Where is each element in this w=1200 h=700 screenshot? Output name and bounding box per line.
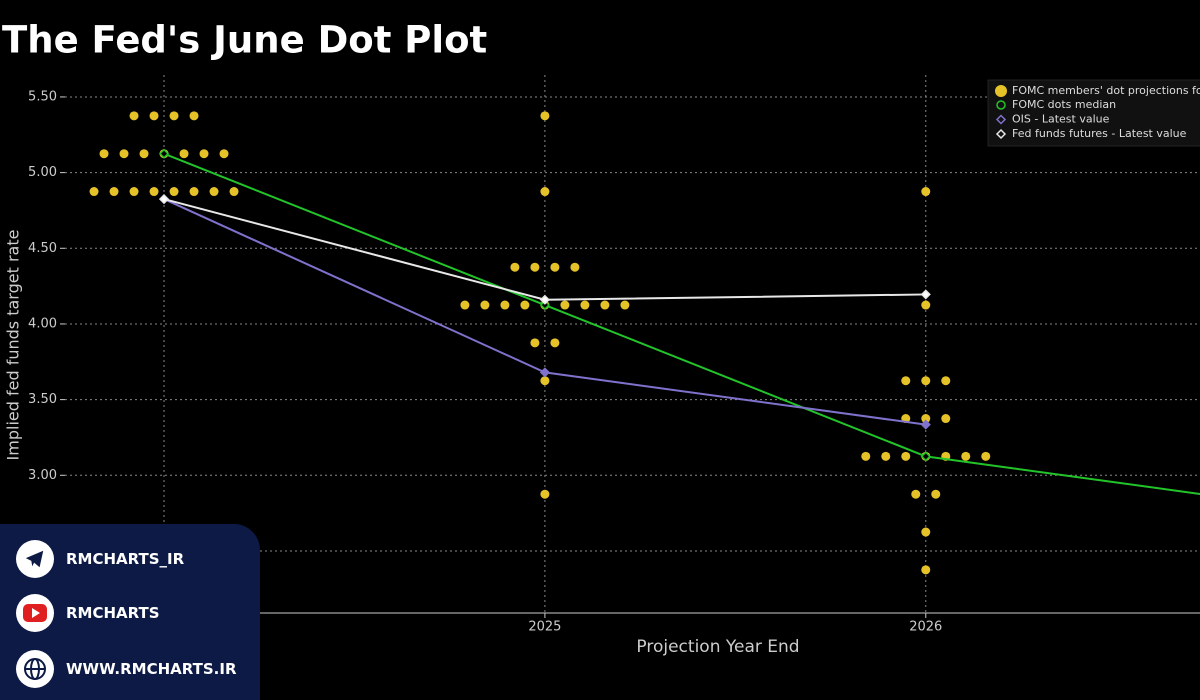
y-tick-label: 4.50 xyxy=(28,241,57,256)
dot xyxy=(500,300,510,310)
watermark-item: RMCHARTS xyxy=(16,593,160,633)
dot xyxy=(911,489,921,499)
watermark-text: RMCHARTS_IR xyxy=(66,550,185,568)
web-icon xyxy=(16,650,54,688)
series-line xyxy=(163,198,926,301)
dot xyxy=(620,300,630,310)
dot xyxy=(941,414,951,424)
y-tick-label: 5.00 xyxy=(28,165,57,180)
telegram-icon xyxy=(16,540,54,578)
youtube-icon xyxy=(16,594,54,632)
legend-marker xyxy=(995,128,1007,140)
dot xyxy=(921,300,931,310)
series-marker xyxy=(920,289,931,300)
dot xyxy=(570,262,580,272)
dot xyxy=(540,111,550,121)
dot xyxy=(550,262,560,272)
dot xyxy=(199,149,209,159)
y-tick-label: 3.50 xyxy=(28,392,57,407)
dot xyxy=(129,187,139,197)
series-marker xyxy=(539,299,550,311)
dot xyxy=(921,565,931,575)
y-tick-label: 5.50 xyxy=(28,89,57,104)
watermark-panel: RMCHARTS_IR RMCHARTS WWW.RMCHARTS.IR xyxy=(0,524,260,700)
x-tick-label: 2025 xyxy=(528,620,561,635)
series-marker xyxy=(920,451,931,462)
dot xyxy=(861,451,871,461)
y-tick-label: 3.00 xyxy=(28,468,57,483)
dot xyxy=(169,111,179,121)
dot xyxy=(921,376,931,386)
dot xyxy=(149,187,159,197)
dot xyxy=(540,187,550,197)
dot xyxy=(520,300,530,310)
dot xyxy=(169,187,179,197)
x-tick-label: 2026 xyxy=(909,620,942,635)
dot xyxy=(881,451,891,461)
legend-label: OIS - Latest value xyxy=(1012,113,1110,126)
dot xyxy=(129,111,139,121)
dot xyxy=(149,111,159,121)
dot xyxy=(89,187,99,197)
legend-marker xyxy=(995,85,1007,97)
series-marker xyxy=(158,194,170,205)
dot xyxy=(480,300,490,310)
dot xyxy=(560,300,570,310)
y-tick-label: 4.00 xyxy=(28,316,57,331)
dot xyxy=(179,149,189,159)
dot xyxy=(530,262,540,272)
plot-area xyxy=(65,75,1200,613)
legend-label: Fed funds futures - Latest value xyxy=(1012,127,1187,140)
legend-marker xyxy=(996,100,1006,110)
legend-marker xyxy=(995,114,1007,125)
watermark-item: WWW.RMCHARTS.IR xyxy=(16,649,237,689)
dot xyxy=(119,149,129,159)
watermark-text: RMCHARTS xyxy=(66,604,160,622)
dot xyxy=(540,376,550,386)
dot xyxy=(901,376,911,386)
dot xyxy=(109,187,119,197)
dot xyxy=(901,451,911,461)
dot xyxy=(229,187,239,197)
dot xyxy=(550,338,560,348)
watermark-item: RMCHARTS_IR xyxy=(16,539,184,579)
dot xyxy=(139,149,149,159)
watermark-text: WWW.RMCHARTS.IR xyxy=(66,660,237,678)
dot xyxy=(189,111,199,121)
dot xyxy=(460,300,470,310)
dot xyxy=(981,451,991,461)
legend-label: FOMC members' dot projections fo xyxy=(1012,84,1200,97)
dot xyxy=(600,300,610,310)
dot xyxy=(961,451,971,461)
chart-title: The Fed's June Dot Plot xyxy=(2,19,487,62)
dot xyxy=(921,527,931,537)
dot xyxy=(209,187,219,197)
x-axis-label: Projection Year End xyxy=(636,637,799,657)
dot xyxy=(941,376,951,386)
dot xyxy=(580,300,590,310)
y-axis-label: Implied fed funds target rate xyxy=(4,230,23,461)
dot xyxy=(510,262,520,272)
dot xyxy=(99,149,109,159)
dot xyxy=(530,338,540,348)
dot xyxy=(540,489,550,499)
dot xyxy=(921,414,931,424)
series-marker xyxy=(539,294,550,305)
dot xyxy=(219,149,229,159)
series-marker xyxy=(539,367,550,378)
series-line xyxy=(163,152,1200,495)
series-marker xyxy=(158,148,170,159)
dot xyxy=(931,489,941,499)
legend-label: FOMC dots median xyxy=(1012,98,1116,111)
dot xyxy=(189,187,199,197)
legend-box xyxy=(987,79,1200,147)
dot xyxy=(921,187,931,197)
series-marker xyxy=(920,419,931,430)
